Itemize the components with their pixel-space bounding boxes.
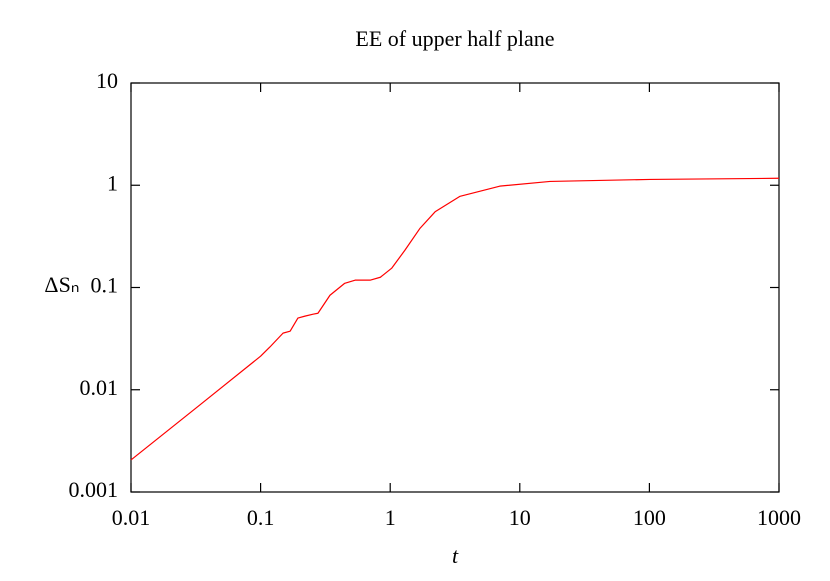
x-tick-label: 1000 xyxy=(757,505,801,530)
y-axis-label: ΔSₙ xyxy=(44,272,79,297)
plot-frame xyxy=(130,82,780,493)
y-tick-label: 0.01 xyxy=(80,375,119,400)
x-tick-label: 0.01 xyxy=(112,505,151,530)
x-tick-label: 100 xyxy=(633,505,666,530)
x-axis-label: t xyxy=(452,543,459,568)
x-tick-label: 1 xyxy=(385,505,396,530)
y-tick-label: 0.001 xyxy=(69,477,119,502)
data-line xyxy=(130,177,780,461)
x-tick-label: 10 xyxy=(509,505,531,530)
y-tick-label: 10 xyxy=(96,68,118,93)
chart-title: EE of upper half plane xyxy=(355,26,554,51)
y-tick-label: 1 xyxy=(107,170,118,195)
x-tick-label: 0.1 xyxy=(247,505,275,530)
y-tick-label: 0.1 xyxy=(91,273,119,298)
